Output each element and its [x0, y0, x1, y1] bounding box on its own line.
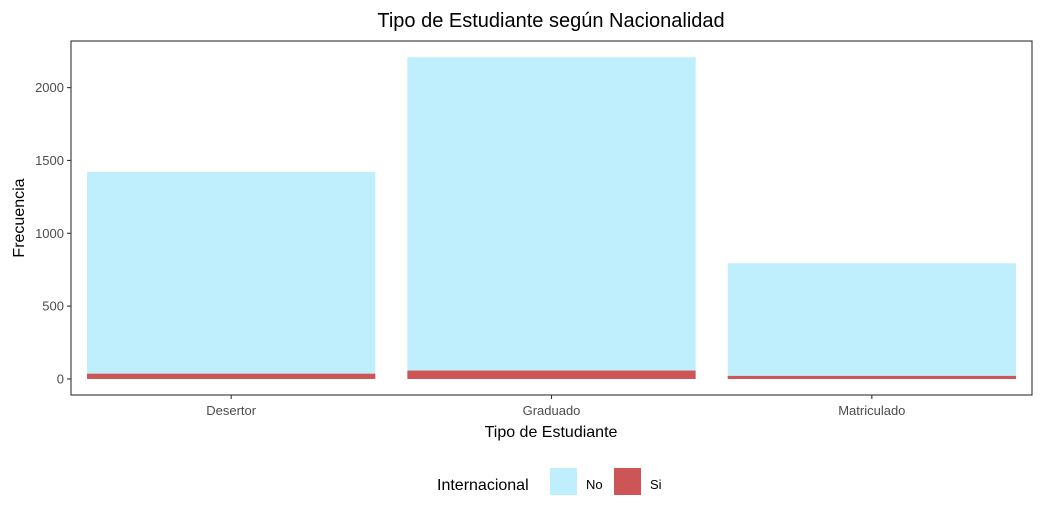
- x-axis: Desertor Graduado Matriculado: [206, 395, 905, 418]
- chart-title: Tipo de Estudiante según Nacionalidad: [377, 10, 724, 32]
- x-axis-title: Tipo de Estudiante: [485, 424, 618, 441]
- y-tick-label: 2000: [35, 80, 64, 95]
- y-axis: 0 500 1000 1500 2000: [35, 80, 71, 386]
- y-tick-label: 1000: [35, 226, 64, 241]
- bar-desertor-si: [87, 373, 376, 379]
- bar-desertor-no: [87, 171, 376, 374]
- x-tick-label-matriculado: Matriculado: [838, 403, 905, 418]
- y-tick-label: 0: [57, 371, 64, 386]
- x-tick-label-desertor: Desertor: [206, 403, 257, 418]
- bar-matriculado-no: [727, 263, 1016, 376]
- legend-title: Internacional: [437, 477, 529, 494]
- bars-layer: [87, 57, 1016, 379]
- y-axis-title: Frecuencia: [11, 178, 28, 257]
- x-tick-label-graduado: Graduado: [523, 403, 581, 418]
- bar-graduado-no: [407, 57, 696, 371]
- legend-key-no: [550, 468, 577, 495]
- legend-key-si: [614, 468, 641, 495]
- legend: Internacional No Si: [437, 468, 662, 495]
- y-tick-label: 500: [42, 299, 64, 314]
- legend-label-si: Si: [650, 477, 662, 492]
- legend-label-no: No: [586, 477, 603, 492]
- y-tick-label: 1500: [35, 153, 64, 168]
- bar-graduado-si: [407, 370, 696, 379]
- bar-matriculado-si: [727, 375, 1016, 379]
